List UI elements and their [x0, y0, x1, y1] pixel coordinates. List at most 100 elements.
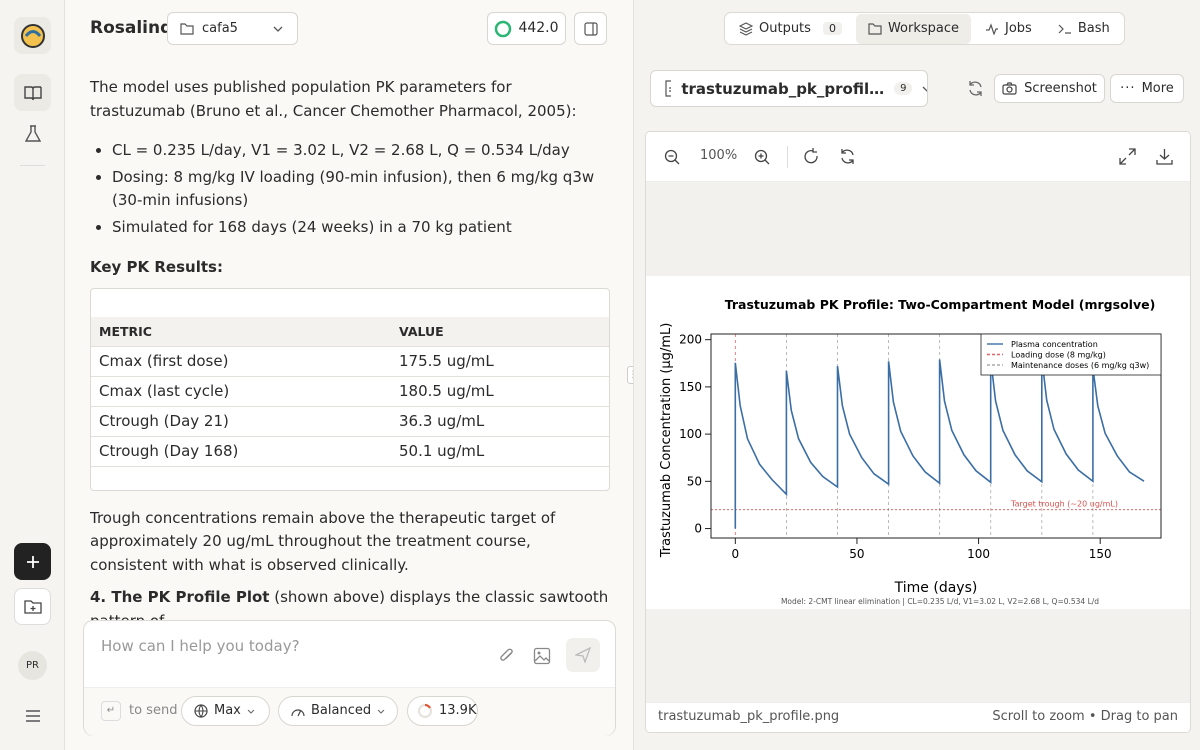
y-tick-label: 100 — [679, 427, 702, 441]
logo[interactable] — [14, 17, 51, 54]
x-tick-label: 50 — [849, 547, 864, 561]
new-button[interactable] — [14, 543, 51, 580]
menu-button[interactable] — [14, 697, 51, 734]
file-select[interactable]: trastuzumab_pk_profil… 9 — [650, 70, 928, 107]
bullet-list: CL = 0.235 L/day, V1 = 3.02 L, V2 = 2.68… — [90, 139, 610, 239]
y-tick-label: 0 — [694, 522, 702, 536]
legend-label: Maintenance doses (6 mg/kg q3w) — [1011, 361, 1149, 370]
chart-title: Trastuzumab PK Profile: Two-Compartment … — [725, 297, 1156, 312]
composer: How can I help you today? ↵ to send Max … — [83, 620, 616, 736]
credits[interactable]: 442.0 — [487, 12, 566, 45]
viewer-toolbar — [646, 132, 1190, 182]
results-table: METRIC VALUE Cmax (first dose) 175.5 ug/mL… — [91, 316, 609, 467]
mode-select[interactable]: Balanced — [278, 696, 398, 726]
message: The model uses published population PK p… — [90, 76, 610, 633]
send-hint: to send — [129, 703, 178, 718]
avatar[interactable]: PR — [18, 651, 47, 680]
tab[interactable]: Outputs 0 — [727, 14, 854, 44]
x-tick-label: 0 — [732, 547, 740, 561]
folder-button[interactable] — [14, 588, 51, 625]
series-line — [734, 358, 1145, 529]
token-usage[interactable]: 13.9K — [407, 696, 478, 726]
sidebar: PR — [0, 0, 65, 750]
zoom-level: 100% — [700, 148, 738, 163]
footnote: Model: 2-CMT linear elimination | CL=0.2… — [781, 597, 1099, 606]
cell: 36.3 ug/mL — [391, 406, 609, 437]
target-label: Target trough (~20 ug/mL) — [1010, 500, 1118, 509]
cell: 50.1 ug/mL — [391, 436, 609, 467]
button-label: Screenshot — [1024, 81, 1097, 96]
divider — [20, 165, 45, 166]
zoom-out[interactable] — [664, 149, 680, 165]
bullet: CL = 0.235 L/day, V1 = 3.02 L, V2 = 2.68… — [112, 139, 610, 163]
zoom-in[interactable] — [754, 149, 770, 165]
token-count: 13.9K — [439, 703, 477, 719]
chat-panel: Rosalind cafa5 442.0 The model uses publ… — [65, 0, 633, 750]
x-tick-label: 100 — [967, 547, 990, 561]
tab[interactable]: Jobs — [973, 14, 1044, 44]
model-name: Max — [214, 703, 241, 719]
bullet: Dosing: 8 mg/kg IV loading (90-min infus… — [112, 166, 610, 213]
fullscreen-button[interactable] — [1119, 148, 1136, 165]
image-button[interactable] — [533, 647, 551, 665]
library-button[interactable] — [14, 74, 51, 111]
download-button[interactable] — [1156, 148, 1173, 165]
tab[interactable]: Workspace — [855, 13, 971, 44]
legend-box — [980, 333, 1162, 376]
credits-value: 442.0 — [518, 19, 559, 36]
table-row: Ctrough (Day 21) 36.3 ug/mL — [91, 406, 609, 437]
table-row: Ctrough (Day 168) 50.1 ug/mL — [91, 436, 609, 467]
app-name: Rosalind — [90, 18, 173, 38]
results-table-box: METRIC VALUE Cmax (first dose) 175.5 ug/mL… — [90, 287, 610, 491]
tab-label: Outputs — [759, 21, 811, 36]
tab-label: Jobs — [1005, 21, 1032, 36]
footer-file: trastuzumab_pk_profile.png — [658, 709, 840, 724]
cell: 175.5 ug/mL — [391, 346, 609, 377]
legend-label: Plasma concentration — [1011, 340, 1098, 349]
send-button[interactable] — [566, 638, 600, 672]
cell: 180.5 ug/mL — [391, 376, 609, 407]
y-tick-label: 150 — [679, 380, 702, 394]
y-tick-label: 50 — [687, 474, 702, 488]
table-row: Cmax (last cycle) 180.5 ug/mL — [91, 376, 609, 407]
viewer: 100% Trastuzumab PK Profile: Two-Compart… — [645, 131, 1191, 733]
y-axis-label: Trastuzumab Concentration (µg/mL) — [659, 323, 674, 559]
paragraph: Trough concentrations remain above the t… — [90, 508, 556, 574]
enter-key: ↵ — [101, 701, 121, 721]
table-row: Cmax (first dose) 175.5 ug/mL — [91, 346, 609, 377]
reset-button[interactable] — [839, 148, 856, 165]
file-name: trastuzumab_pk_profil… — [681, 79, 885, 98]
y-tick-label: 200 — [679, 333, 702, 347]
table-header: METRIC VALUE — [91, 316, 609, 347]
attach-button[interactable] — [498, 647, 516, 665]
intro-text: The model uses published population PK p… — [90, 78, 577, 120]
more-button[interactable]: ··· More — [1110, 74, 1184, 103]
mode-name: Balanced — [311, 703, 372, 719]
rotate-button[interactable] — [803, 148, 820, 165]
cell: Cmax (first dose) — [91, 346, 391, 377]
composer-input[interactable]: How can I help you today? — [101, 637, 300, 655]
tab-label: Workspace — [887, 21, 959, 36]
workspace-panel: Outputs 0 Workspace Jobs Bash trastuzumab… — [633, 0, 1200, 750]
folder-select[interactable]: cafa5 — [167, 12, 298, 45]
header-cell: VALUE — [391, 316, 609, 347]
button-label: More — [1141, 81, 1174, 96]
model-select[interactable]: Max — [181, 696, 270, 726]
tab[interactable]: Bash — [1046, 14, 1122, 44]
panel-toggle[interactable] — [574, 12, 607, 45]
cell: Ctrough (Day 21) — [91, 406, 391, 437]
plot-image: Trastuzumab PK Profile: Two-Compartment … — [646, 276, 1190, 609]
header-cell: METRIC — [91, 316, 391, 347]
bold-text: 4. The PK Profile Plot — [90, 588, 270, 606]
results-heading: Key PK Results: — [90, 258, 223, 276]
lab-button[interactable] — [14, 115, 51, 152]
cell: Ctrough (Day 168) — [91, 436, 391, 467]
legend-label: Loading dose (8 mg/kg) — [1011, 351, 1106, 360]
refresh-button[interactable] — [967, 80, 984, 97]
dots: ··· — [1120, 81, 1136, 96]
screenshot-button[interactable]: Screenshot — [994, 74, 1105, 103]
tab-label: Bash — [1077, 21, 1110, 36]
cell: Cmax (last cycle) — [91, 376, 391, 407]
version-count: 9 — [894, 82, 913, 95]
